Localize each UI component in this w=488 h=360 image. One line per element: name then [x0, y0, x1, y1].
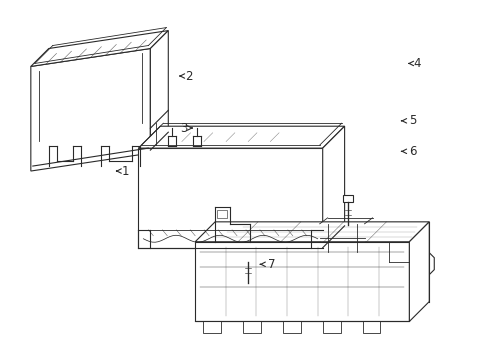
Polygon shape — [406, 253, 433, 275]
Polygon shape — [31, 31, 168, 67]
Bar — [243, 255, 252, 262]
Polygon shape — [150, 31, 168, 153]
Bar — [243, 321, 261, 333]
Text: 7: 7 — [267, 258, 274, 271]
Bar — [195, 242, 408, 321]
Polygon shape — [408, 222, 428, 321]
Bar — [282, 321, 300, 333]
Text: 4: 4 — [413, 57, 420, 70]
Bar — [342, 195, 352, 202]
Polygon shape — [319, 224, 364, 252]
Polygon shape — [195, 222, 428, 242]
Bar — [217, 210, 226, 218]
Polygon shape — [138, 126, 344, 148]
Text: 2: 2 — [184, 69, 192, 82]
Text: 6: 6 — [408, 145, 415, 158]
Text: 5: 5 — [408, 114, 415, 127]
Bar — [362, 321, 380, 333]
Bar — [203, 321, 221, 333]
Bar — [138, 148, 322, 248]
Text: 1: 1 — [121, 165, 129, 177]
Bar — [322, 321, 340, 333]
Polygon shape — [322, 126, 344, 248]
Text: 3: 3 — [180, 122, 187, 135]
Polygon shape — [31, 49, 150, 171]
